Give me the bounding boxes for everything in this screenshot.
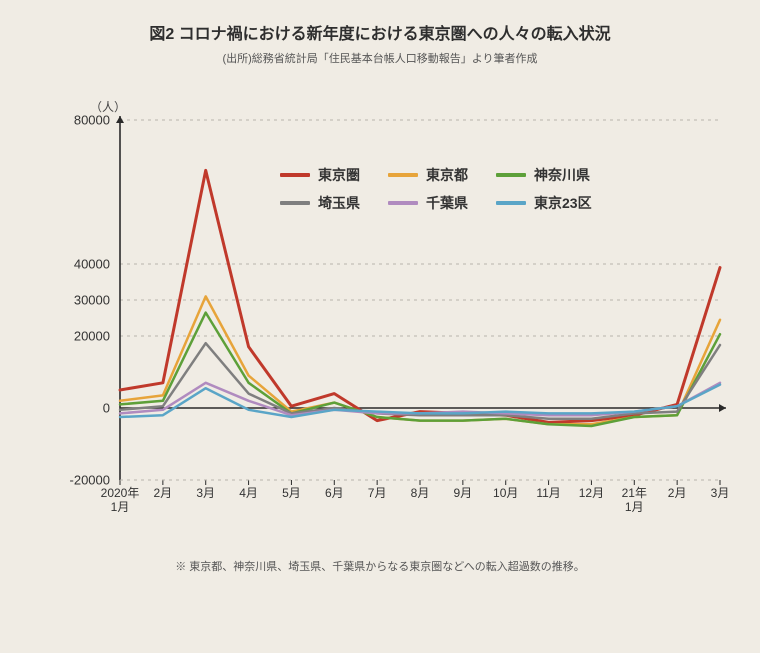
legend-label: 東京23区 — [534, 193, 592, 213]
legend-item: 神奈川県 — [496, 165, 592, 185]
x-tick-label: 6月 — [325, 486, 344, 500]
chart-page: 図2 コロナ禍における新年度における東京圏への人々の転入状況 (出所)総務省統計… — [0, 0, 760, 653]
legend-label: 千葉県 — [426, 193, 468, 213]
legend-label: 東京圏 — [318, 165, 360, 185]
legend-item: 東京23区 — [496, 193, 592, 213]
x-tick-label: 2月 — [668, 486, 687, 500]
legend-label: 東京都 — [426, 165, 468, 185]
legend-item: 東京都 — [388, 165, 468, 185]
y-tick-label: 20000 — [30, 329, 110, 344]
legend-label: 埼玉県 — [318, 193, 360, 213]
x-tick-label: 2月 — [154, 486, 173, 500]
legend-label: 神奈川県 — [534, 165, 590, 185]
legend-swatch — [388, 173, 418, 177]
y-tick-label: 80000 — [30, 113, 110, 128]
legend-item: 東京圏 — [280, 165, 360, 185]
x-tick-label: 9月 — [454, 486, 473, 500]
x-tick-label: 11月 — [536, 486, 560, 500]
x-tick-label: 3月 — [196, 486, 215, 500]
x-tick-label: 21年1月 — [622, 486, 647, 515]
chart-legend: 東京圏 東京都 神奈川県埼玉県 千葉県 東京23区 — [280, 165, 592, 213]
x-tick-label: 4月 — [239, 486, 258, 500]
legend-item: 埼玉県 — [280, 193, 360, 213]
x-tick-label: 2020年1月 — [101, 486, 140, 515]
chart-container: （人） -20000020000300004000080000 2020年1月2… — [30, 70, 730, 550]
x-axis-labels: 2020年1月 2月 3月 4月 5月 6月 7月 8月 9月 10月 11月 12月 21年1月 2月 3… — [30, 486, 730, 526]
line-chart — [30, 70, 730, 550]
x-tick-label: 7月 — [368, 486, 387, 500]
x-tick-label: 5月 — [282, 486, 301, 500]
x-tick-label: 3月 — [711, 486, 730, 500]
legend-swatch — [280, 201, 310, 205]
legend-swatch — [280, 173, 310, 177]
chart-source: (出所)総務省統計局「住民基本台帳人口移動報告」より筆者作成 — [30, 50, 730, 66]
x-tick-label: 12月 — [579, 486, 604, 500]
y-tick-label: 30000 — [30, 293, 110, 308]
legend-swatch — [496, 201, 526, 205]
legend-item: 千葉県 — [388, 193, 468, 213]
legend-swatch — [388, 201, 418, 205]
y-tick-label: 40000 — [30, 257, 110, 272]
legend-swatch — [496, 173, 526, 177]
y-axis-labels: -20000020000300004000080000 — [30, 70, 110, 550]
y-tick-label: 0 — [30, 401, 110, 416]
x-tick-label: 8月 — [411, 486, 430, 500]
x-tick-label: 10月 — [493, 486, 518, 500]
chart-title: 図2 コロナ禍における新年度における東京圏への人々の転入状況 — [30, 20, 730, 44]
chart-footnote: ※ 東京都、神奈川県、埼玉県、千葉県からなる東京圏などへの転入超過数の推移。 — [30, 558, 730, 574]
